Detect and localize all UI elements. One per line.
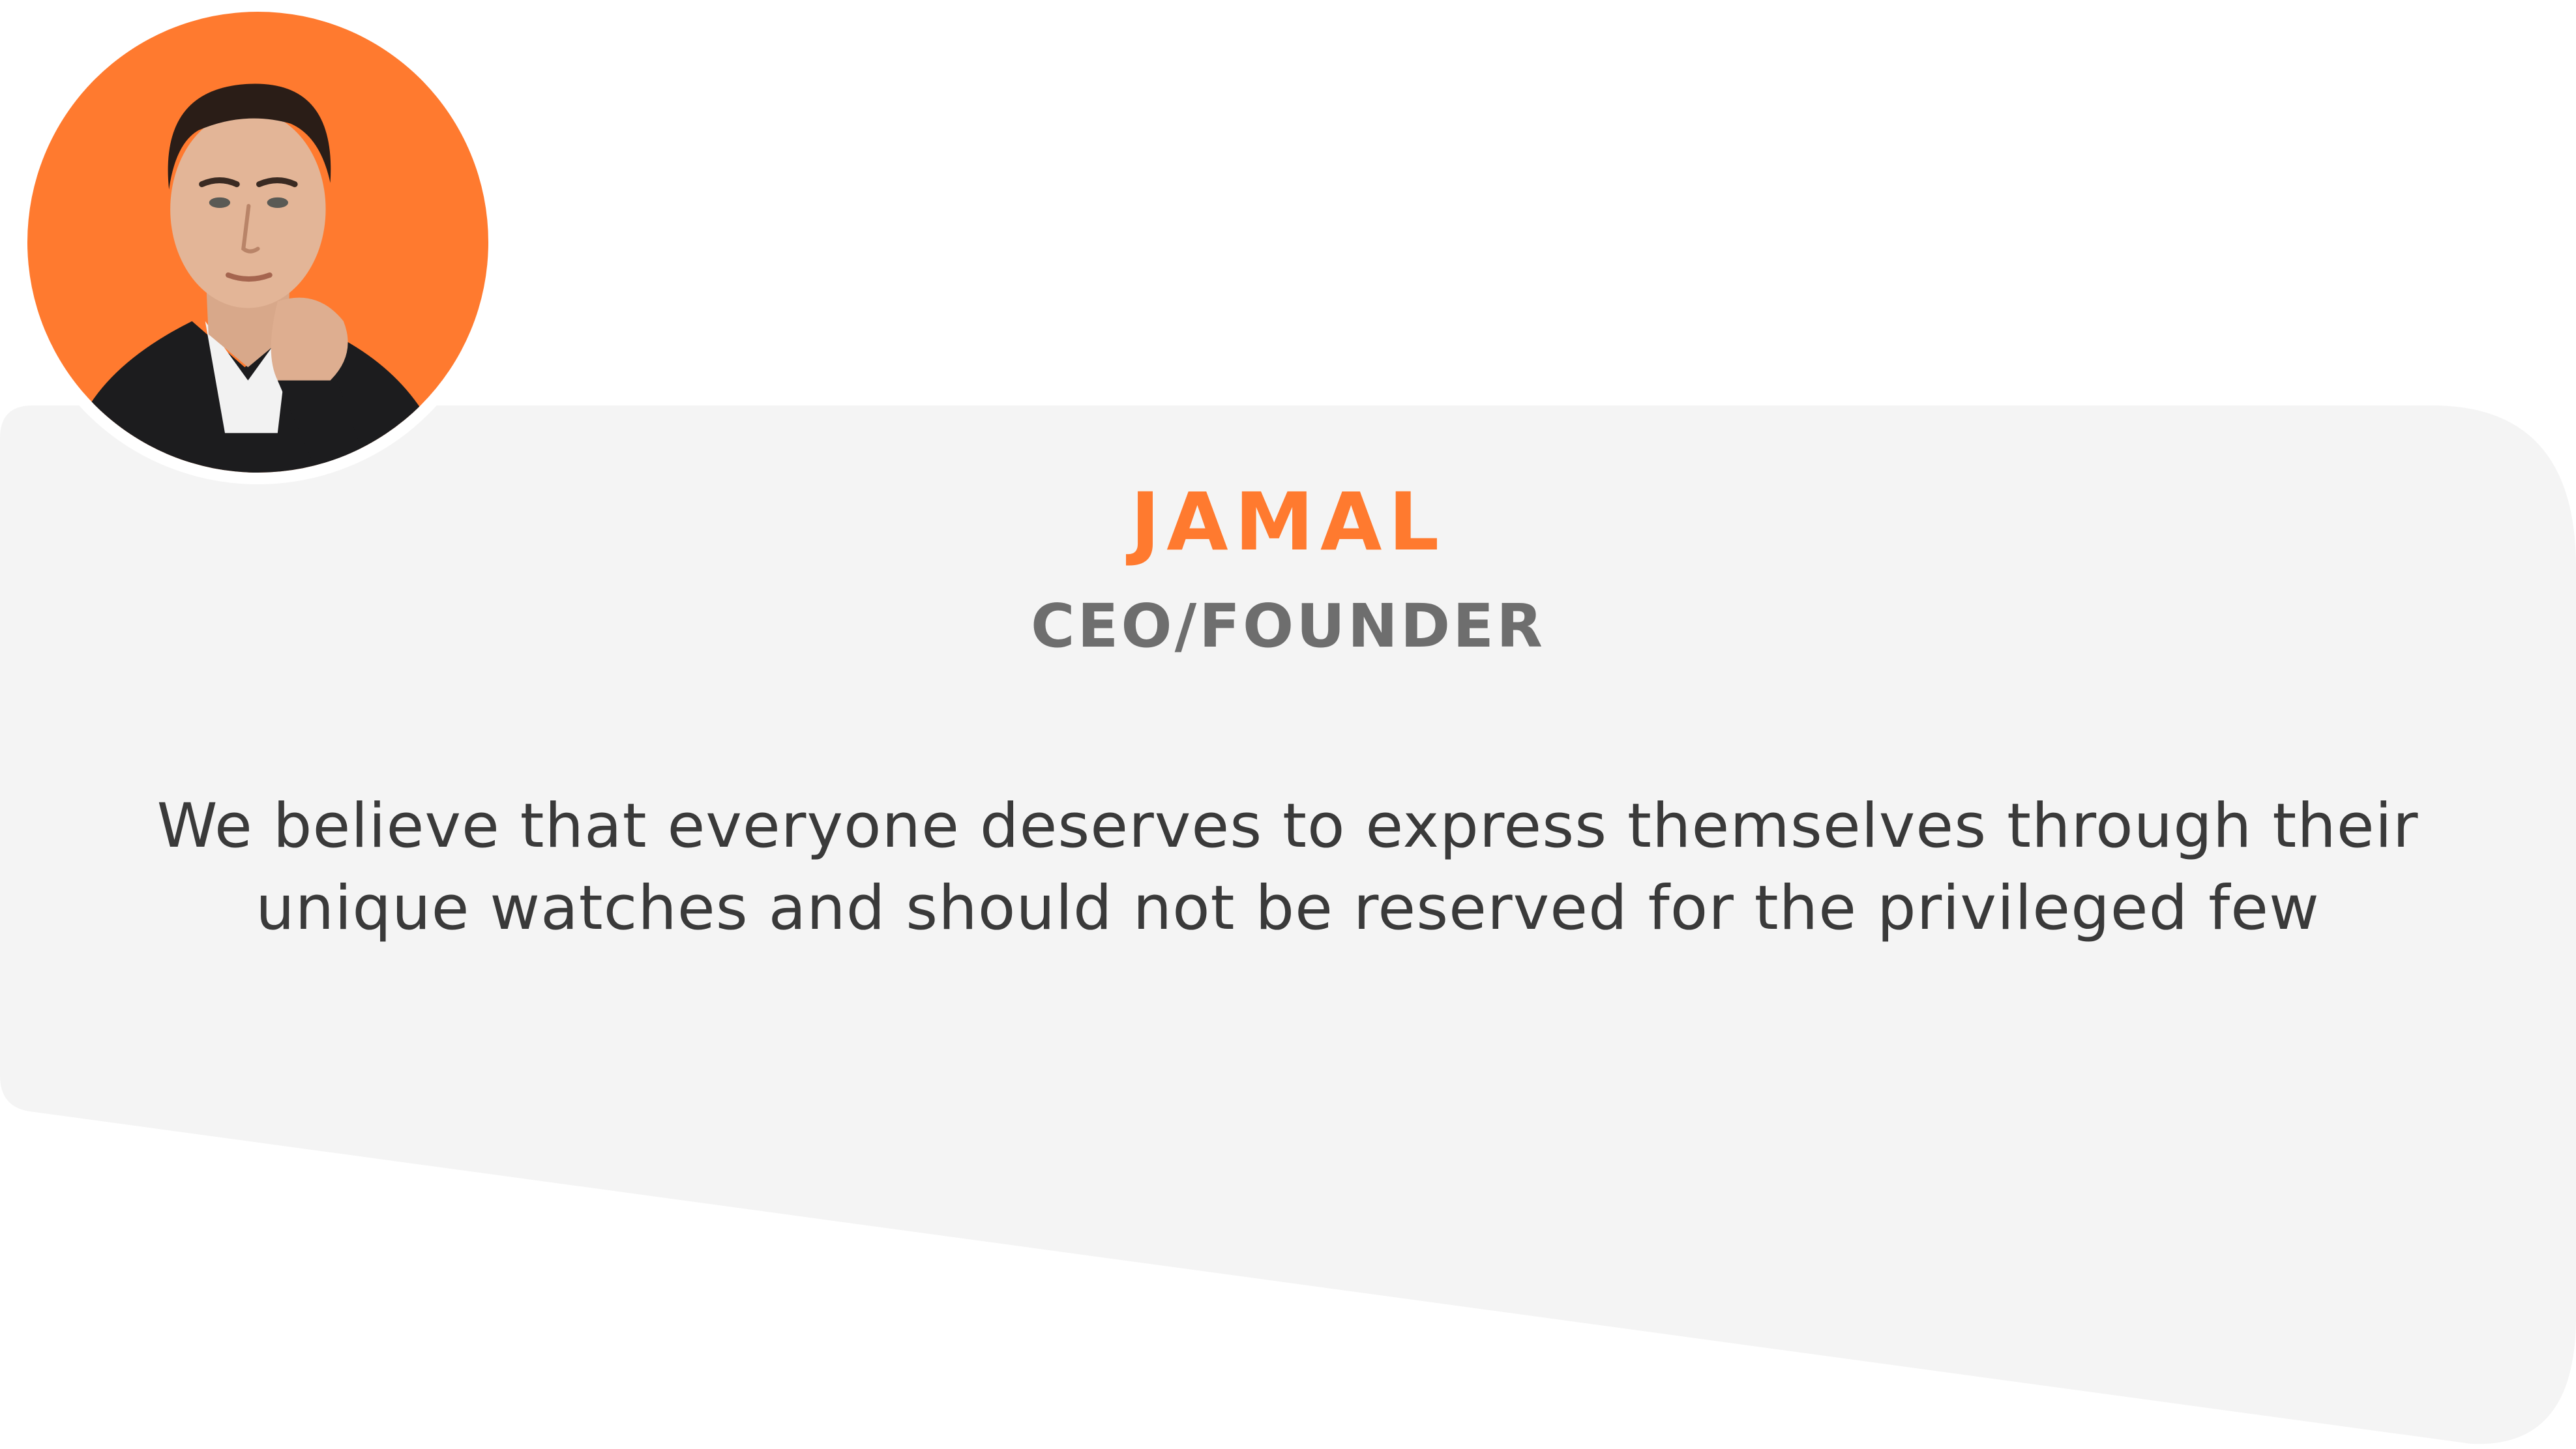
testimonial-quote: We believe that everyone deserves to exp… — [156, 791, 2419, 944]
person-role: CEO/FOUNDER — [1031, 591, 1545, 661]
person-name: JAMAL — [1130, 476, 1446, 568]
avatar — [16, 0, 500, 484]
person-portrait-icon — [27, 12, 488, 473]
